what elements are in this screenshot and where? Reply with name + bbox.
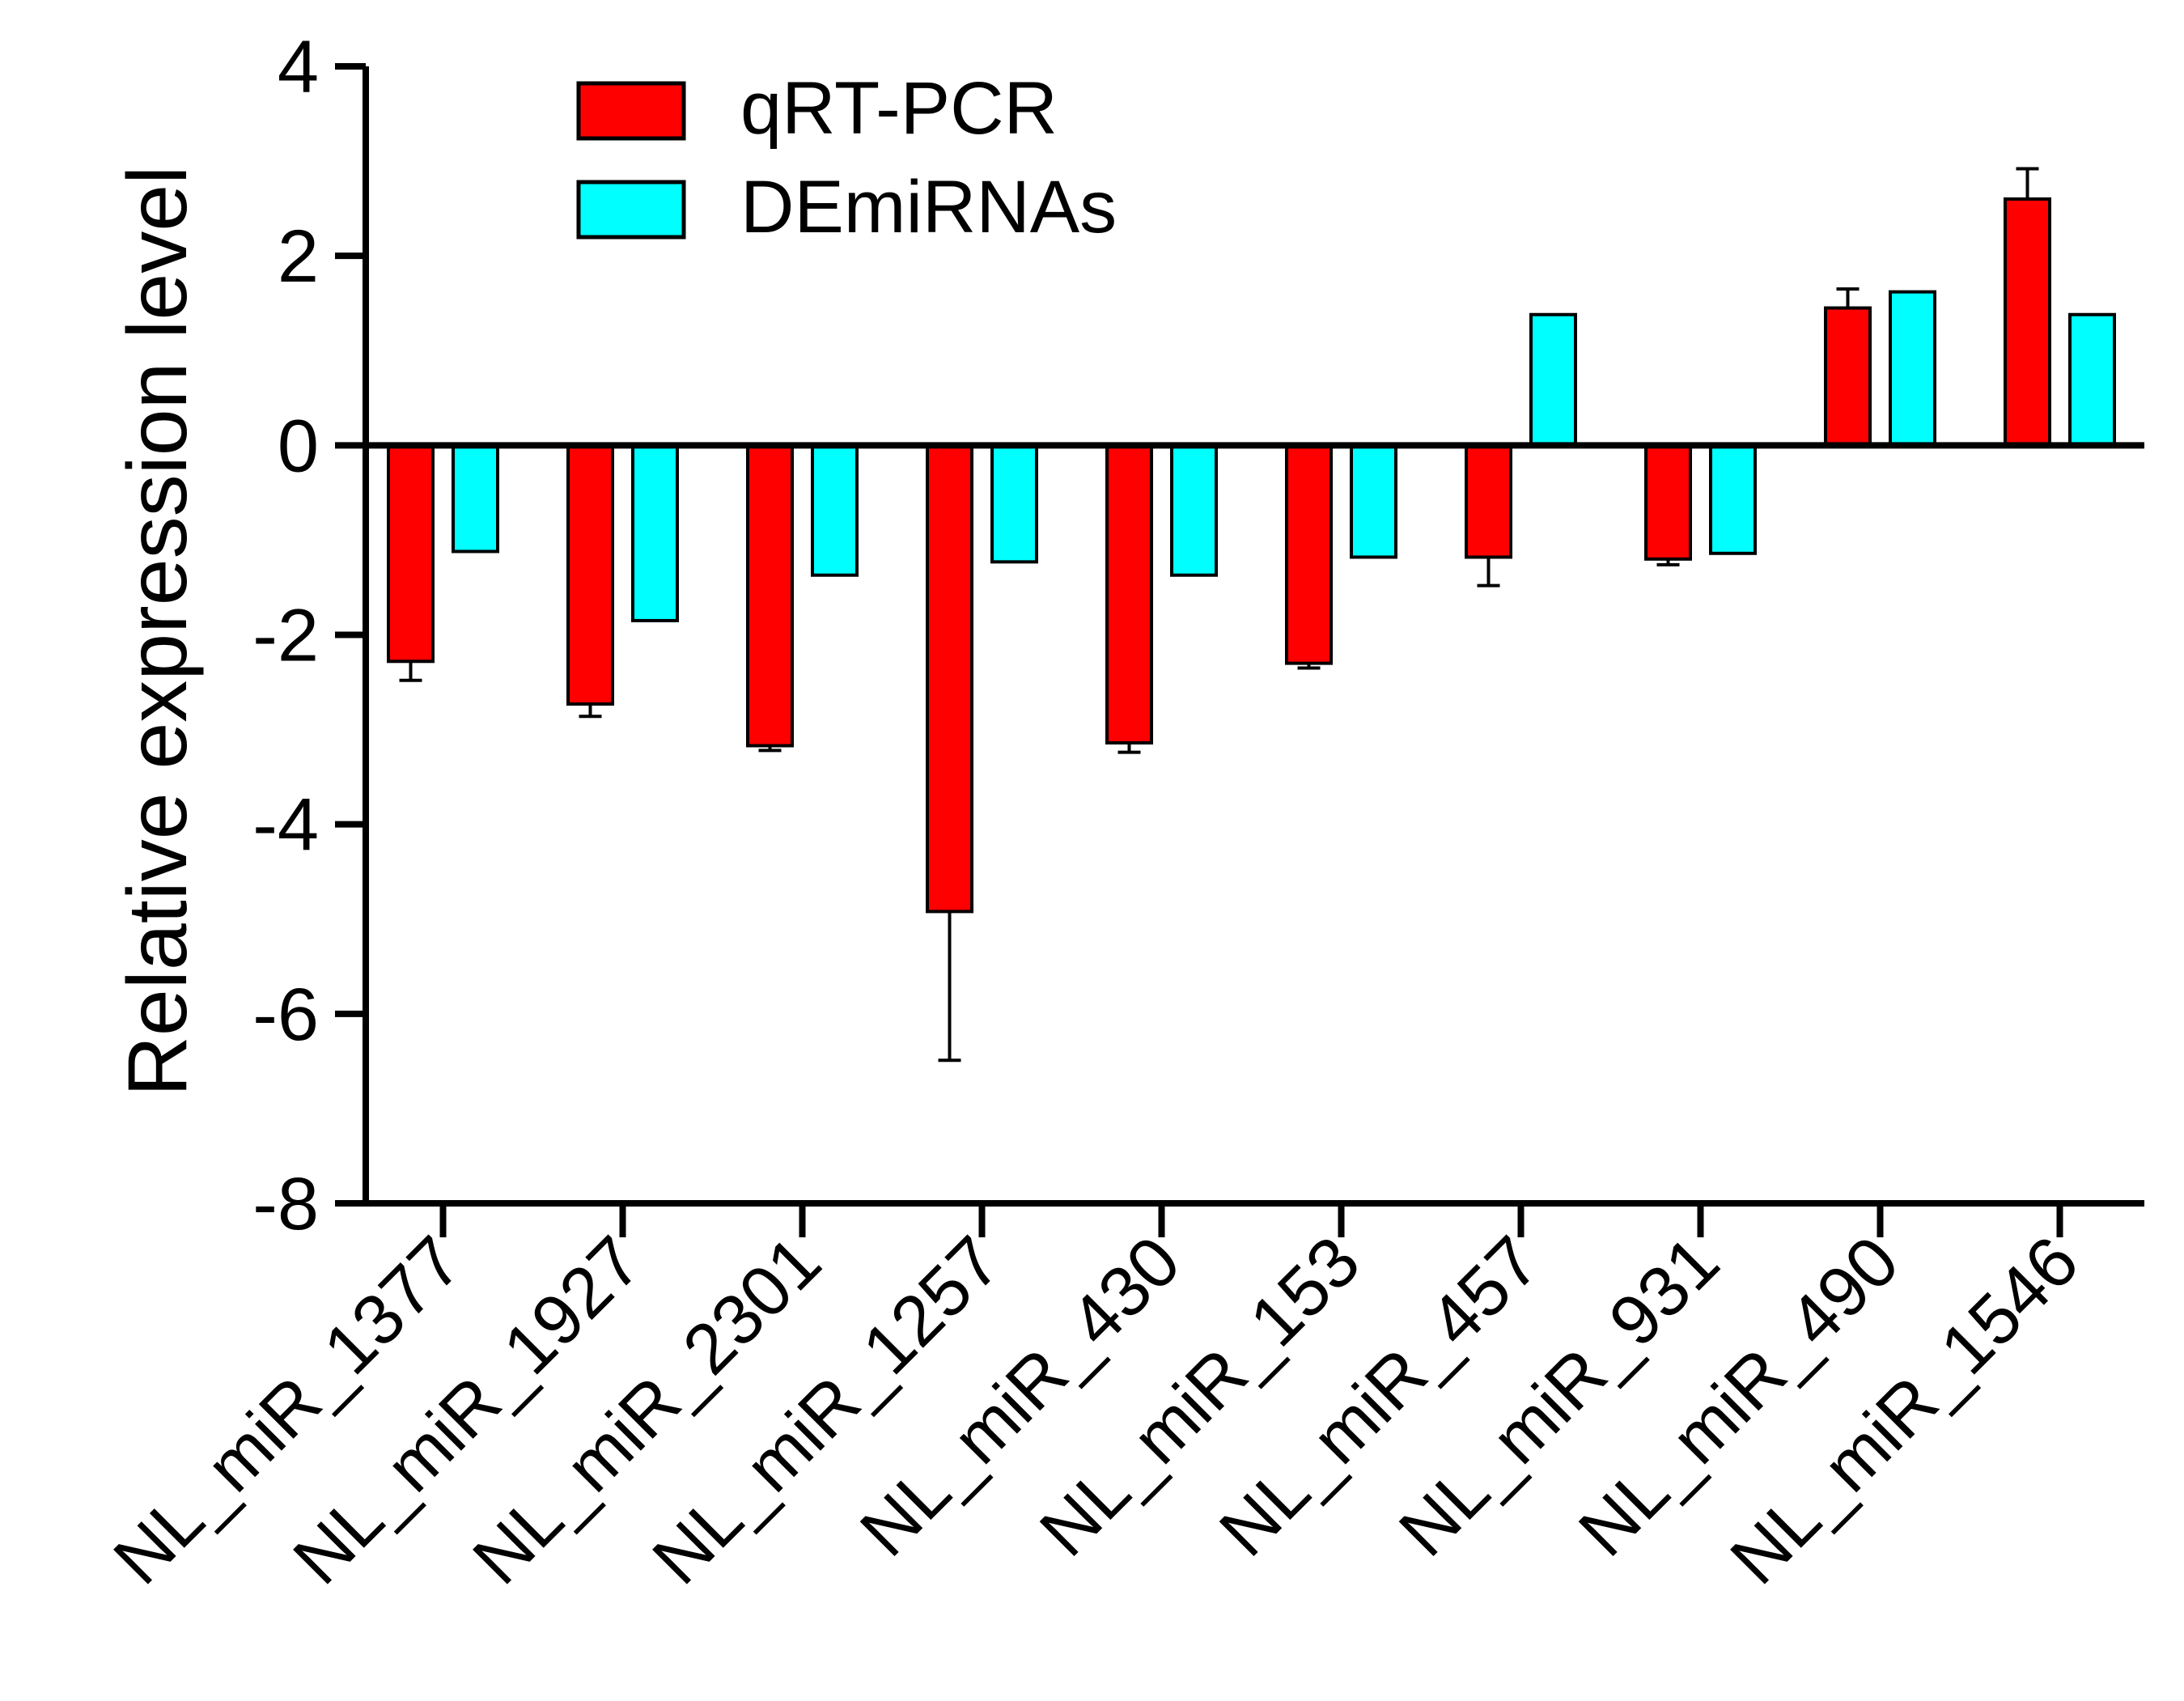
y-tick-label: 0: [278, 405, 319, 487]
y-tick-label: -6: [252, 974, 319, 1056]
bar-demirnas: [452, 443, 499, 554]
y-tick-label: 4: [278, 26, 319, 108]
bar-demirnas: [1350, 443, 1397, 559]
bar-demirnas: [811, 443, 859, 577]
bar-demirnas: [2068, 312, 2116, 448]
y-tick-label: 2: [278, 215, 319, 298]
bar-demirnas: [631, 443, 679, 622]
bar-qrt-pcr: [1644, 443, 1692, 561]
bar-demirnas: [1889, 290, 1936, 448]
bar-qrt-pcr: [566, 443, 614, 706]
y-axis-label: Relative expression level: [111, 166, 205, 1097]
bar-qrt-pcr: [387, 443, 435, 664]
bar-qrt-pcr: [1824, 306, 1872, 448]
bar-qrt-pcr: [2004, 197, 2051, 448]
bar-qrt-pcr: [746, 443, 794, 748]
y-tick-label: -2: [252, 595, 319, 677]
bar-demirnas: [990, 443, 1038, 564]
bar-demirnas: [1170, 443, 1218, 577]
legend-swatch-qrt-pcr: [576, 81, 686, 141]
bar-demirnas: [1709, 443, 1757, 555]
bar-qrt-pcr: [1105, 443, 1153, 744]
bar-qrt-pcr: [926, 443, 973, 914]
legend: qRT-PCR DEmiRNAs: [576, 67, 1117, 248]
legend-label-demirnas: DEmiRNAs: [740, 166, 1117, 248]
legend-label-qrt-pcr: qRT-PCR: [740, 67, 1058, 150]
bar-qrt-pcr: [1285, 443, 1333, 665]
bar-demirnas: [1529, 312, 1577, 448]
y-tick-label: -8: [252, 1163, 319, 1245]
legend-swatch-demirnas: [576, 180, 686, 240]
y-tick-label: -4: [252, 784, 319, 867]
bar-qrt-pcr: [1465, 443, 1512, 559]
